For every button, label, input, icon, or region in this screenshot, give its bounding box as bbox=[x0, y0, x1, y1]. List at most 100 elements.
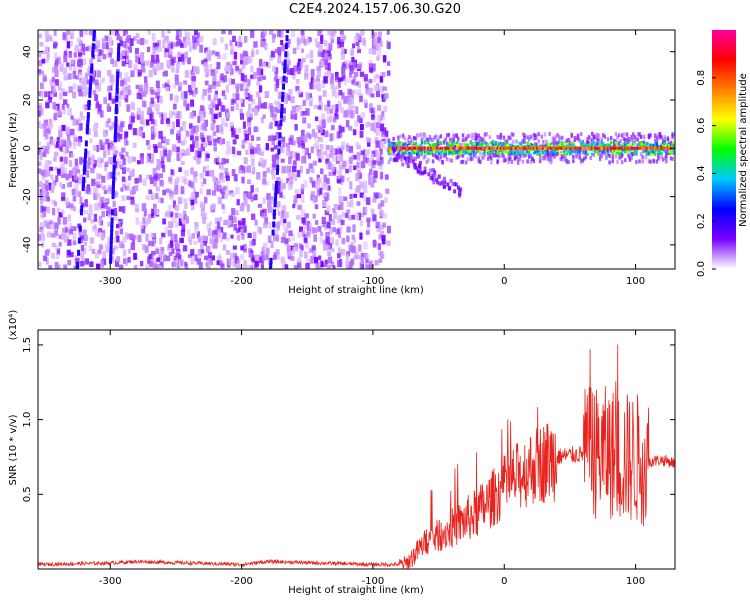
spectrogram-cell bbox=[375, 140, 380, 148]
spectrogram-cell bbox=[126, 167, 130, 172]
spectrogram-cell bbox=[288, 89, 293, 95]
spectrogram-cell bbox=[553, 145, 556, 149]
spectrogram-cell bbox=[490, 156, 493, 161]
spectrogram-cell bbox=[92, 30, 96, 33]
spectrogram-y-axis-label: Frequency (Hz) bbox=[8, 112, 19, 188]
spectrogram-cell bbox=[69, 251, 74, 258]
spectrogram-cell bbox=[335, 104, 339, 112]
spectrogram-cell bbox=[54, 62, 58, 70]
spectrogram-cell bbox=[48, 220, 53, 225]
spectrogram-cell bbox=[72, 71, 77, 79]
spectrogram-cell bbox=[215, 51, 220, 57]
spectrogram-cell bbox=[296, 44, 300, 50]
spectrogram-cell bbox=[369, 168, 373, 176]
spectrogram-cell bbox=[543, 153, 547, 158]
spectrogram-cell bbox=[369, 260, 373, 265]
spectrogram-cell bbox=[78, 136, 83, 143]
spectrogram-cell bbox=[149, 176, 154, 185]
spectrogram-cell bbox=[306, 132, 310, 138]
spectrogram-cell bbox=[281, 63, 286, 70]
spectrogram-cell bbox=[431, 138, 435, 143]
spectrogram-cell bbox=[283, 59, 287, 66]
spectrogram-cell bbox=[84, 152, 88, 159]
spectrogram-cell bbox=[286, 150, 290, 157]
spectrogram-cell bbox=[255, 49, 259, 55]
spectrogram-cell bbox=[81, 258, 86, 265]
spectrogram-cell bbox=[122, 167, 127, 175]
spectrogram-cell bbox=[348, 125, 353, 131]
spectrogram-cell bbox=[513, 144, 517, 148]
spectrogram-cell bbox=[290, 114, 294, 120]
spectrogram-cell bbox=[579, 148, 583, 152]
spectrogram-cell bbox=[434, 150, 438, 154]
spectrogram-cell bbox=[324, 259, 328, 265]
spectrogram-cell bbox=[167, 61, 171, 69]
spectrogram-cell bbox=[69, 228, 74, 235]
spectrogram-cell bbox=[351, 79, 355, 85]
spectrogram-cell bbox=[193, 172, 198, 177]
spectrogram-cell bbox=[579, 160, 583, 165]
spectrogram-cell bbox=[542, 144, 545, 149]
spectrogram-cell bbox=[212, 82, 217, 89]
spectrogram-cell bbox=[39, 222, 43, 228]
spectrogram-cell bbox=[89, 210, 93, 217]
spectrogram-cell bbox=[643, 143, 646, 147]
spectrogram-cell bbox=[167, 229, 173, 237]
spectrogram-cell bbox=[477, 159, 481, 164]
spectrogram-cell bbox=[95, 180, 101, 186]
spectrogram-cell bbox=[160, 247, 165, 255]
spectrogram-cell bbox=[339, 41, 344, 48]
spectrogram-cell bbox=[204, 165, 210, 172]
spectrogram-cell bbox=[586, 146, 589, 150]
spectrogram-cell bbox=[159, 250, 165, 257]
spectrogram-cell bbox=[384, 130, 388, 137]
spectrogram-cell bbox=[101, 175, 106, 183]
spectrogram-cell bbox=[457, 140, 460, 145]
spectrogram-cell bbox=[317, 151, 321, 159]
spectrogram-cell bbox=[660, 135, 663, 140]
spectrogram-cell bbox=[345, 254, 349, 261]
spectrogram-cell bbox=[372, 176, 377, 183]
spectrogram-cell bbox=[166, 119, 171, 125]
spectrogram-cell bbox=[347, 96, 352, 105]
spectrogram-cell bbox=[417, 146, 421, 150]
spectrogram-cell bbox=[243, 157, 248, 165]
spectrogram-cell bbox=[89, 237, 95, 244]
spectrogram-cell bbox=[55, 103, 60, 111]
spectrogram-cell bbox=[638, 159, 641, 164]
spectrogram-cell bbox=[97, 157, 102, 164]
spectrogram-cell bbox=[364, 150, 370, 157]
spectrogram-cell bbox=[118, 93, 122, 100]
spectrogram-cell bbox=[245, 149, 249, 155]
spectrogram-cell bbox=[461, 138, 465, 143]
spectrogram-cell bbox=[644, 142, 648, 146]
spectrogram-cell bbox=[436, 155, 440, 160]
spectrogram-cell bbox=[373, 75, 377, 82]
spectrogram-cell bbox=[349, 66, 354, 74]
spectrogram-cell bbox=[197, 236, 201, 243]
spectrogram-cell bbox=[284, 43, 288, 50]
spectrogram-cell bbox=[262, 208, 267, 217]
spectrogram-cell bbox=[61, 234, 65, 240]
spectrogram-cell bbox=[608, 146, 611, 150]
spectrogram-cell bbox=[433, 170, 437, 175]
spectrogram-cell bbox=[499, 145, 503, 149]
spectrogram-cell bbox=[66, 201, 71, 209]
spectrogram-cell bbox=[55, 175, 59, 183]
spectrogram-cell bbox=[373, 38, 378, 46]
spectrogram-cell bbox=[556, 132, 559, 137]
spectrogram-cell bbox=[162, 218, 166, 225]
spectrogram-cell bbox=[104, 165, 108, 172]
spectrogram-cell bbox=[379, 86, 385, 94]
spectrogram-cell bbox=[61, 209, 65, 215]
spectrogram-cell bbox=[431, 173, 435, 178]
spectrogram-cell bbox=[636, 132, 640, 137]
spectrogram-cell bbox=[551, 140, 555, 145]
spectrogram-cell bbox=[113, 236, 117, 243]
spectrogram-cell bbox=[247, 117, 252, 123]
spectrogram-cell bbox=[435, 177, 439, 182]
spectrogram-cell bbox=[241, 144, 245, 149]
spectrogram-cell bbox=[501, 144, 504, 149]
spectrogram-x-ticks: -300 -200 -100 0 100 bbox=[99, 30, 645, 287]
